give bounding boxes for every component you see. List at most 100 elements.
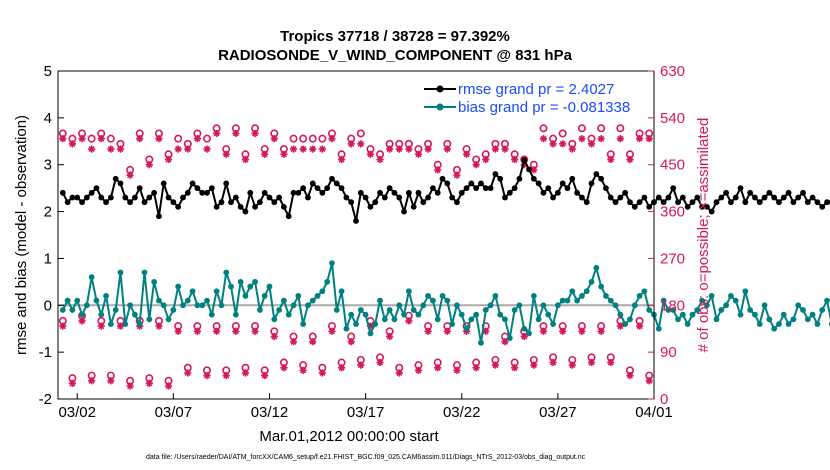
rmse-point <box>780 194 787 201</box>
bias-point <box>636 293 643 299</box>
bias-point <box>242 293 249 299</box>
bias-point <box>107 321 114 327</box>
rmse-point <box>482 185 489 192</box>
obs-assimilated-marker <box>366 150 375 158</box>
bias-point <box>564 297 571 304</box>
rmse-point <box>583 199 590 206</box>
rmse-point <box>703 203 710 210</box>
obs-assimilated-marker <box>88 145 96 153</box>
rmse-point <box>458 189 465 196</box>
bias-point <box>160 302 167 309</box>
rmse-point <box>670 185 677 192</box>
rmse-point <box>117 180 124 187</box>
rmse-point <box>819 203 826 210</box>
x-tick-label: 03/07 <box>155 404 193 421</box>
obs-assimilated-marker <box>289 338 298 346</box>
obs-assimilated-marker <box>309 338 317 346</box>
obs-possible-marker <box>577 124 586 133</box>
bias-point <box>136 321 143 327</box>
obs-assimilated-marker <box>549 358 557 367</box>
obs-assimilated-marker <box>328 135 336 143</box>
obs-assimilated-marker <box>337 364 346 372</box>
bias-point <box>713 316 720 323</box>
obs-assimilated-marker <box>357 140 365 148</box>
obs-assimilated-marker <box>539 327 548 335</box>
bias-point <box>338 288 345 295</box>
bias-point <box>132 311 138 318</box>
bias-point <box>218 302 225 309</box>
rmse-point <box>756 199 763 206</box>
bias-point <box>530 293 537 299</box>
bias-point <box>367 330 374 337</box>
rmse-point <box>122 194 129 201</box>
bias-point <box>69 307 76 313</box>
rmse-point <box>588 180 595 187</box>
bias-point <box>463 325 470 332</box>
bias-point <box>314 293 321 299</box>
rmse-point <box>271 199 278 206</box>
rmse-point <box>723 189 729 196</box>
obs-assimilated-marker <box>88 377 96 385</box>
obs-assimilated-marker <box>443 327 451 335</box>
bias-point <box>410 307 417 313</box>
bias-point <box>482 307 489 313</box>
rmse-point <box>804 199 811 206</box>
obs-assimilated-marker <box>145 379 153 387</box>
obs-assimilated-marker <box>568 361 576 369</box>
y-tick-label: -2 <box>39 391 52 408</box>
obs-assimilated-marker <box>626 371 634 380</box>
rmse-point <box>343 194 350 201</box>
rmse-point <box>329 175 335 182</box>
bias-point <box>117 269 124 276</box>
rmse-point <box>771 194 778 201</box>
bias-point <box>689 311 696 318</box>
rmse-point <box>218 199 225 206</box>
obs-assimilated-marker <box>635 135 644 143</box>
obs-assimilated-marker <box>126 171 134 179</box>
rmse-point <box>497 175 504 182</box>
bias-point <box>88 274 95 281</box>
rmse-point <box>454 199 460 206</box>
rmse-point <box>430 185 436 192</box>
bias-point <box>261 293 268 299</box>
obs-assimilated-marker <box>462 150 471 158</box>
obs-assimilated-marker <box>213 129 221 138</box>
rmse-point <box>228 199 234 206</box>
bias-point <box>353 321 359 327</box>
obs-assimilated-marker <box>597 327 605 335</box>
bias-point <box>795 302 802 309</box>
obs-assimilated-marker <box>386 332 394 341</box>
bias-point <box>405 288 412 295</box>
bias-point <box>554 302 561 309</box>
obs-assimilated-marker <box>616 135 624 143</box>
obs-assimilated-marker <box>232 327 240 335</box>
rmse-point <box>290 189 297 196</box>
rmse-point <box>338 185 345 192</box>
rmse-point <box>492 171 499 177</box>
rmse-point <box>199 189 206 196</box>
bias-point <box>747 307 754 313</box>
bias-point <box>401 311 407 318</box>
bias-point <box>814 321 821 327</box>
bias-point <box>295 293 302 299</box>
rmse-point <box>675 199 681 206</box>
bias-point <box>559 297 566 304</box>
obs-assimilated-marker <box>424 145 432 153</box>
bias-point <box>64 297 71 304</box>
rmse-point <box>766 189 773 196</box>
rmse-point <box>420 199 427 206</box>
bias-point <box>165 316 172 323</box>
x-tick-label: 03/17 <box>347 404 385 421</box>
y-tick-label: 3 <box>44 157 52 174</box>
bias-point <box>151 278 158 285</box>
obs-assimilated-marker <box>213 327 221 335</box>
obs-assimilated-marker <box>289 145 298 153</box>
rmse-point <box>569 175 576 182</box>
bias-point <box>473 311 480 318</box>
y-axis-label: rmse and bias (model - observation) <box>13 115 30 355</box>
obs-assimilated-marker <box>251 129 259 138</box>
bias-point <box>675 316 681 323</box>
bias-point <box>809 311 816 318</box>
obs-assimilated-marker <box>261 150 269 158</box>
obs-assimilated-marker <box>59 135 67 143</box>
